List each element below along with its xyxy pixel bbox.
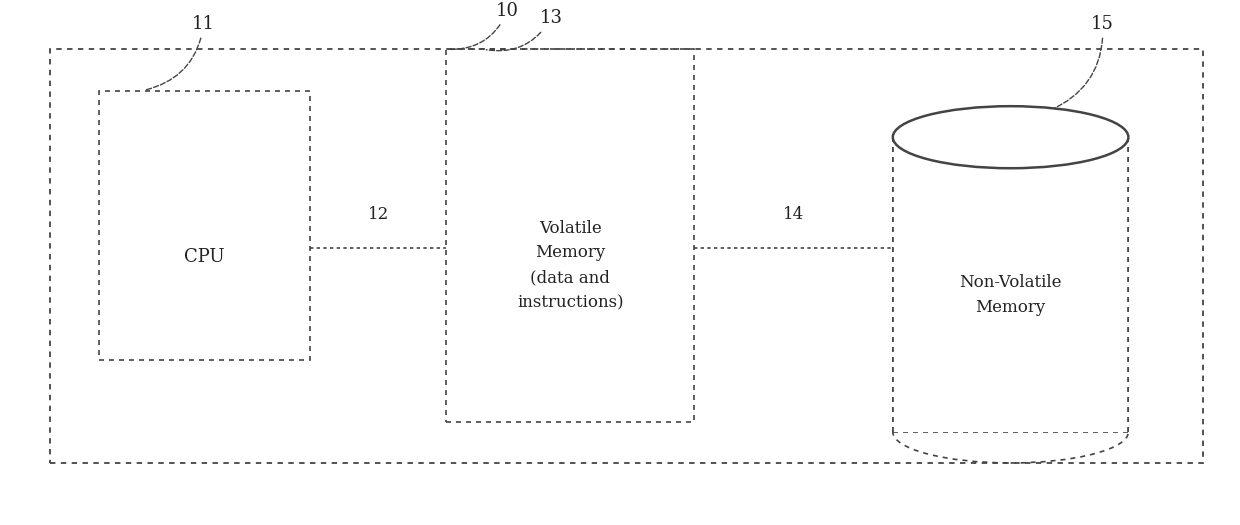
Bar xyxy=(50,49,1203,463)
Ellipse shape xyxy=(893,106,1128,168)
Ellipse shape xyxy=(893,401,1128,463)
Bar xyxy=(893,137,1128,432)
Text: Volatile
Memory
(data and
instructions): Volatile Memory (data and instructions) xyxy=(517,219,624,311)
Text: CPU: CPU xyxy=(185,248,224,266)
Text: 12: 12 xyxy=(367,205,389,223)
Text: 11: 11 xyxy=(145,15,216,90)
Bar xyxy=(446,49,694,422)
Text: 15: 15 xyxy=(1050,15,1114,110)
Text: 10: 10 xyxy=(449,2,520,49)
Text: Non-Volatile
Memory: Non-Volatile Memory xyxy=(960,274,1061,316)
Text: 14: 14 xyxy=(782,205,805,223)
Bar xyxy=(99,91,310,360)
Text: 13: 13 xyxy=(486,9,563,51)
